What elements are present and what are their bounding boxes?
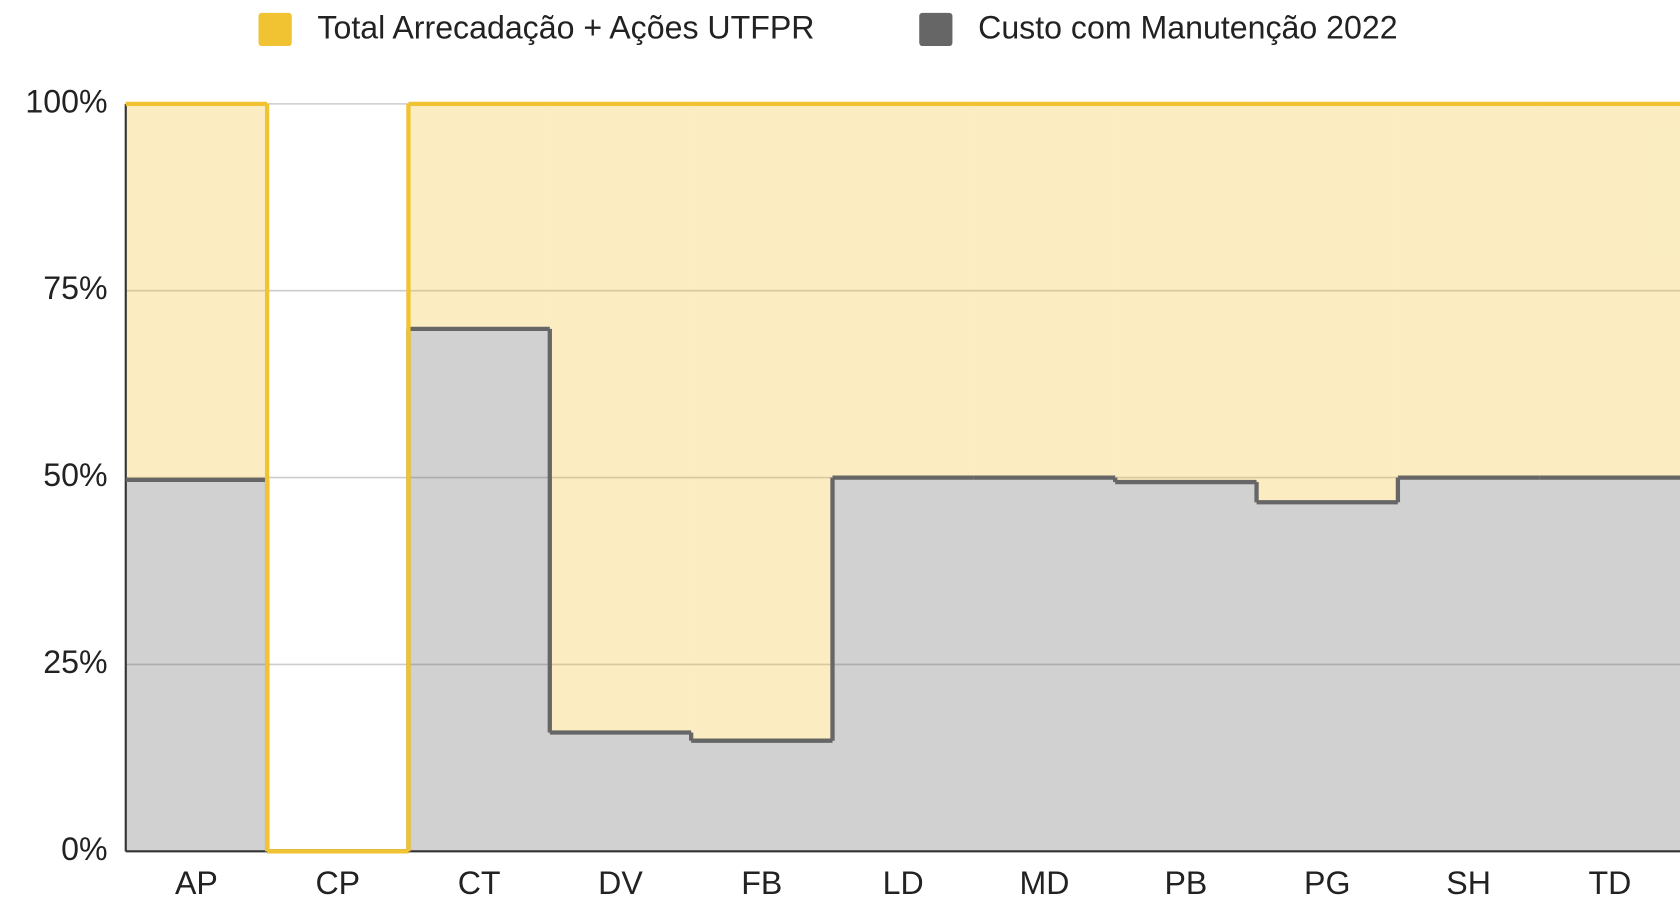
- y-tick-label: 25%: [43, 644, 107, 680]
- y-tick-label: 75%: [43, 270, 107, 306]
- area-step: [125, 479, 268, 852]
- area-step: [1115, 103, 1257, 483]
- x-tick-label: DV: [598, 865, 643, 901]
- x-tick-label: FB: [741, 865, 782, 901]
- x-tick-label: LD: [883, 865, 924, 901]
- area-step: [1397, 477, 1540, 852]
- y-tick-label: 0%: [61, 831, 107, 867]
- area-step: [1256, 502, 1398, 852]
- area-step: [832, 103, 974, 478]
- area-step: [408, 103, 550, 329]
- legend-label: Total Arrecadação + Ações UTFPR: [317, 9, 814, 45]
- area-step: [1115, 482, 1257, 852]
- area-step: [691, 103, 833, 741]
- x-tick-label: CT: [458, 865, 501, 901]
- area-step: [125, 103, 268, 480]
- x-tick-label: PB: [1164, 865, 1207, 901]
- area-step: [549, 103, 692, 733]
- x-tick-label: PG: [1304, 865, 1350, 901]
- y-tick-label: 50%: [43, 457, 107, 493]
- x-tick-label: MD: [1020, 865, 1070, 901]
- area-step: [973, 477, 1116, 852]
- y-tick-label: 100%: [25, 83, 107, 119]
- area-step: [973, 103, 1116, 478]
- x-tick-label: SH: [1446, 865, 1491, 901]
- x-tick-label: TD: [1589, 865, 1632, 901]
- legend-label: Custo com Manutenção 2022: [978, 9, 1397, 45]
- legend-swatch: [258, 12, 292, 47]
- area-step: [832, 477, 974, 852]
- area-step: [549, 732, 692, 852]
- area-step: [1539, 477, 1680, 852]
- area-step: [408, 328, 550, 852]
- area-step: [691, 740, 833, 852]
- legend-swatch: [919, 12, 953, 47]
- x-tick-label: AP: [175, 865, 218, 901]
- area-step: [1397, 103, 1540, 478]
- area-step: [1539, 103, 1680, 478]
- x-tick-label: CP: [315, 865, 360, 901]
- area-step: [1256, 103, 1398, 503]
